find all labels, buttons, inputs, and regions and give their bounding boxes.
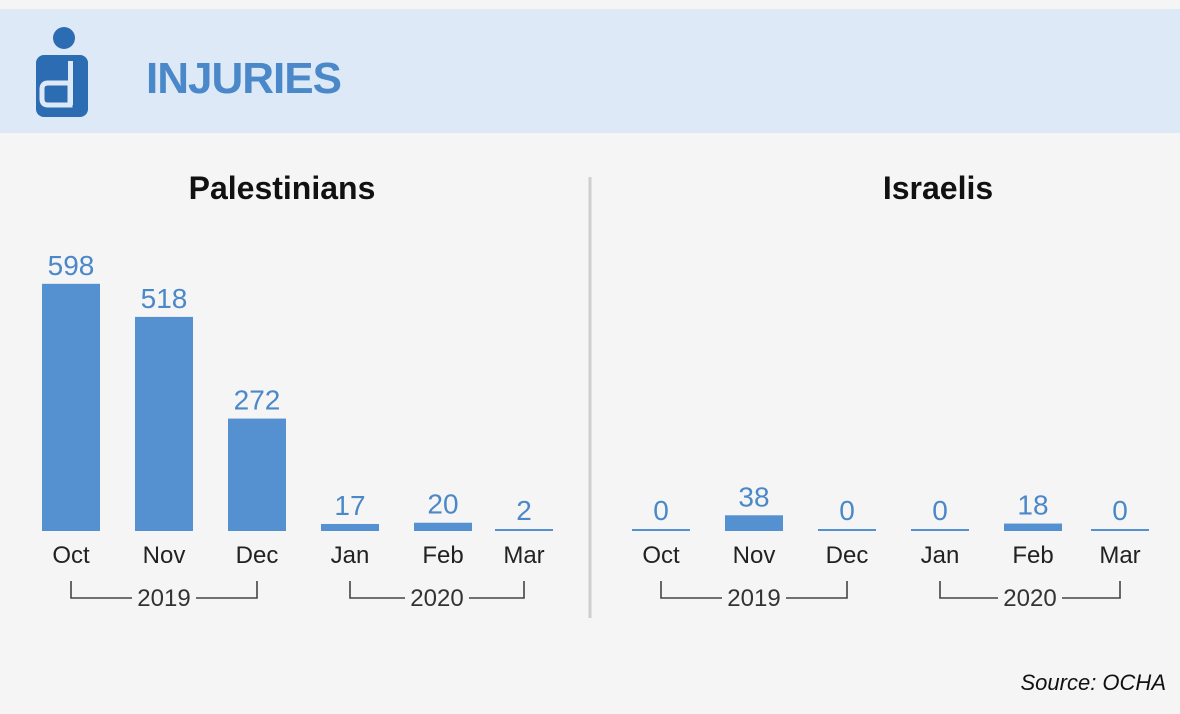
israelis-tick-label: Feb (1012, 542, 1053, 569)
palestinians-value-label: 598 (48, 250, 95, 281)
palestinians-value-label: 2 (516, 495, 532, 526)
page-title: INJURIES (146, 54, 342, 103)
palestinians-value-label: 272 (234, 385, 281, 416)
palestinians-bar-nov (135, 316, 193, 531)
source-note: Source: OCHA (1020, 670, 1167, 695)
israelis-bar-dec (818, 529, 876, 531)
israelis-value-label: 0 (932, 495, 948, 526)
israelis-bar-mar (1091, 529, 1149, 531)
israelis-tick-label: Jan (921, 542, 960, 569)
israelis-year-bracket (939, 581, 1121, 599)
israelis-value-label: 38 (738, 481, 769, 512)
palestinians-bar-dec (228, 418, 286, 531)
israelis-tick-label: Nov (733, 542, 776, 569)
palestinians-bar-oct (42, 283, 100, 531)
palestinians-tick-label: Nov (143, 542, 186, 569)
palestinians-value-label: 17 (334, 490, 365, 521)
palestinians-year-bracket (70, 581, 258, 599)
israelis-bar-nov (725, 515, 783, 531)
palestinians-value-label: 20 (427, 489, 458, 520)
israelis-bar-feb (1004, 523, 1062, 531)
palestinians-bar-jan (321, 523, 379, 531)
charts-area: Palestinians 598 Oct 518 Nov 272 Dec 17 Jan 20 Feb… (0, 133, 1180, 693)
palestinians-tick-label: Oct (52, 542, 90, 569)
header-banner: INJURIES (0, 9, 1180, 133)
israelis-chart-title: Israelis (883, 170, 993, 206)
israelis-year-label: 2019 (727, 585, 780, 612)
israelis-bar-oct (632, 529, 690, 531)
palestinians-year-bracket (349, 581, 525, 599)
palestinians-tick-label: Feb (422, 542, 463, 569)
israelis-tick-label: Oct (642, 542, 680, 569)
israelis-tick-label: Dec (826, 542, 869, 569)
israelis-value-label: 18 (1017, 490, 1048, 521)
israelis-tick-label: Mar (1099, 542, 1140, 569)
injured-person-icon (36, 27, 88, 117)
palestinians-year-label: 2019 (137, 585, 190, 612)
palestinians-tick-label: Jan (331, 542, 370, 569)
israelis-bar-jan (911, 529, 969, 531)
palestinians-bar-feb (414, 522, 472, 531)
palestinians-value-label: 518 (141, 283, 188, 314)
palestinians-tick-label: Dec (236, 542, 279, 569)
injuries-bar-charts: Palestinians598Oct518Nov272Dec17Jan20Feb… (42, 170, 1149, 618)
israelis-value-label: 0 (653, 495, 669, 526)
israelis-year-label: 2020 (1003, 585, 1056, 612)
palestinians-tick-label: Mar (503, 542, 544, 569)
palestinians-chart-title: Palestinians (189, 170, 376, 206)
israelis-year-bracket (660, 581, 848, 599)
israelis-value-label: 0 (1112, 495, 1128, 526)
palestinians-bar-mar (495, 529, 553, 531)
israelis-value-label: 0 (839, 495, 855, 526)
palestinians-year-label: 2020 (410, 585, 463, 612)
